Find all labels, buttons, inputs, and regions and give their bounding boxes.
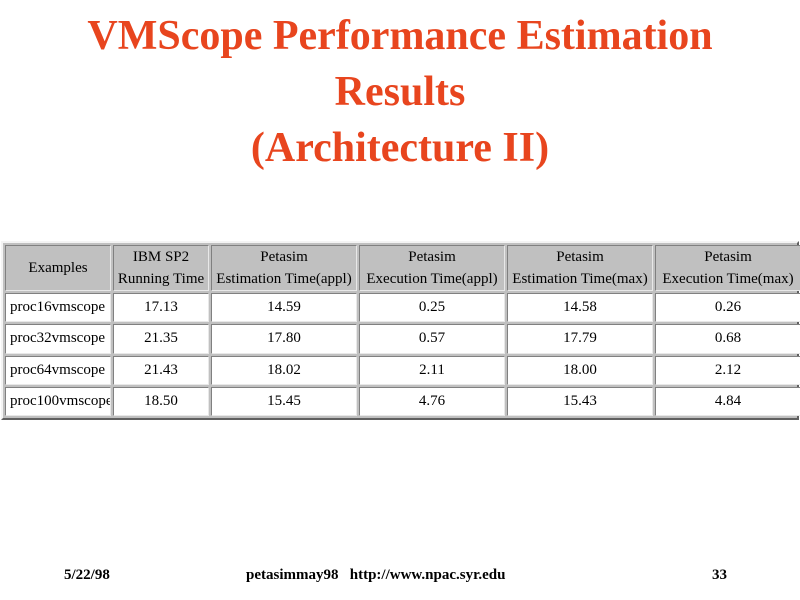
- cell-estimation-appl: 14.59: [211, 293, 357, 323]
- cell-running-time: 21.35: [113, 324, 209, 354]
- cell-execution-max: 4.84: [655, 386, 800, 416]
- cell-running-time: 17.13: [113, 293, 209, 323]
- table-row: proc64vmscope 21.43 18.02 2.11 18.00 2.1…: [5, 355, 800, 385]
- footer-page-number: 33: [712, 567, 727, 583]
- cell-estimation-max: 15.43: [507, 386, 653, 416]
- cell-running-time: 18.50: [113, 386, 209, 416]
- title-line-3: (Architecture II): [250, 125, 550, 171]
- header-execution-appl: Petasim Execution Time(appl): [359, 245, 505, 291]
- results-table: Examples IBM SP2 Running Time Petasim Es…: [3, 243, 800, 418]
- table-header-row: Examples IBM SP2 Running Time Petasim Es…: [5, 245, 800, 291]
- title-line-1: VMScope Performance Estimation: [87, 13, 713, 59]
- cell-estimation-max: 18.00: [507, 355, 653, 385]
- results-table-frame: Examples IBM SP2 Running Time Petasim Es…: [1, 241, 800, 420]
- cell-execution-appl: 0.57: [359, 324, 505, 354]
- cell-execution-max: 0.68: [655, 324, 800, 354]
- table-row: proc16vmscope 17.13 14.59 0.25 14.58 0.2…: [5, 293, 800, 323]
- title-line-2: Results: [334, 69, 466, 115]
- cell-execution-appl: 4.76: [359, 386, 505, 416]
- cell-estimation-appl: 17.80: [211, 324, 357, 354]
- cell-example: proc32vmscope: [5, 324, 111, 354]
- cell-estimation-appl: 18.02: [211, 355, 357, 385]
- header-execution-max: Petasim Execution Time(max): [655, 245, 800, 291]
- table-row: proc100vmscope 18.50 15.45 4.76 15.43 4.…: [5, 386, 800, 416]
- cell-execution-max: 0.26: [655, 293, 800, 323]
- slide-title: VMScope Performance Estimation Results (…: [0, 8, 800, 176]
- cell-execution-max: 2.12: [655, 355, 800, 385]
- header-examples: Examples: [5, 245, 111, 291]
- cell-running-time: 21.43: [113, 355, 209, 385]
- cell-example: proc16vmscope: [5, 293, 111, 323]
- cell-execution-appl: 2.11: [359, 355, 505, 385]
- footer-source: petasimmay98 http://www.npac.syr.edu: [246, 567, 506, 583]
- header-estimation-appl: Petasim Estimation Time(appl): [211, 245, 357, 291]
- cell-estimation-appl: 15.45: [211, 386, 357, 416]
- cell-example: proc100vmscope: [5, 386, 111, 416]
- cell-estimation-max: 14.58: [507, 293, 653, 323]
- cell-estimation-max: 17.79: [507, 324, 653, 354]
- table-row: proc32vmscope 21.35 17.80 0.57 17.79 0.6…: [5, 324, 800, 354]
- header-ibm-sp2: IBM SP2 Running Time: [113, 245, 209, 291]
- footer-date: 5/22/98: [64, 567, 110, 583]
- header-estimation-max: Petasim Estimation Time(max): [507, 245, 653, 291]
- cell-example: proc64vmscope: [5, 355, 111, 385]
- cell-execution-appl: 0.25: [359, 293, 505, 323]
